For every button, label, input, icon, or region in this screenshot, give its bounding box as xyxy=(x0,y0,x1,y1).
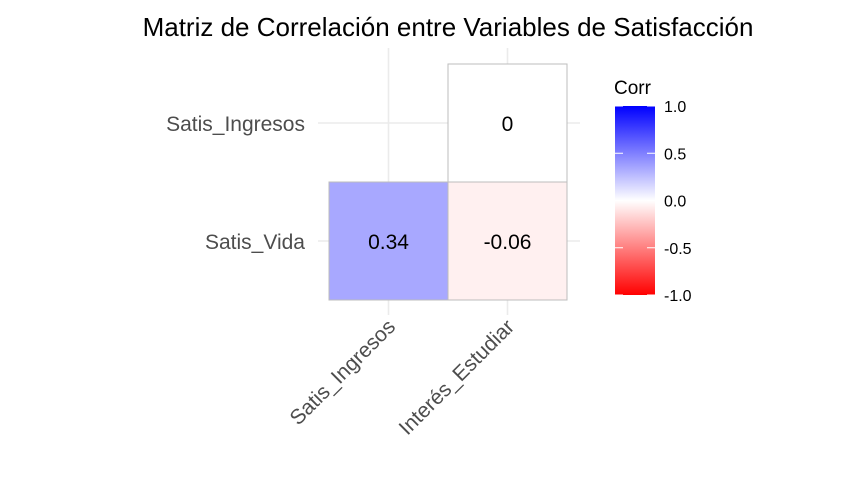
cell-labels: 0.34 -0.06 0 xyxy=(368,113,531,254)
chart-title: Matriz de Correlación entre Variables de… xyxy=(143,12,754,42)
x-tick-label-satis-ingresos: Satis_Ingresos xyxy=(286,315,400,429)
cell-value-label-interes-estudiar-satis-vida: -0.06 xyxy=(484,231,532,254)
heatmap-cell-interes-estudiar-satis-ingresos xyxy=(447,63,568,183)
cell-value-label-interes-estudiar-satis-ingresos: 0 xyxy=(502,113,514,136)
legend-tick-label: 0.5 xyxy=(664,146,686,163)
cell-value-label-satis-ingresos-satis-vida: 0.34 xyxy=(368,231,409,254)
legend-tick-label: -0.5 xyxy=(664,241,692,258)
legend-title: Corr xyxy=(614,78,652,99)
x-tick-label-interes-estudiar: Interés_Estudiar xyxy=(395,315,519,439)
color-legend: Corr 1.0 0.5 0.0 -0.5 -1.0 xyxy=(614,78,692,305)
legend-ticks: 1.0 0.5 0.0 -0.5 -1.0 xyxy=(615,99,692,305)
heatmap-cells xyxy=(328,63,568,301)
legend-tick-label: 1.0 xyxy=(664,99,686,116)
legend-tick-label: -1.0 xyxy=(664,288,692,305)
y-tick-label-satis-vida: Satis_Vida xyxy=(205,231,305,254)
y-tick-label-satis-ingresos: Satis_Ingresos xyxy=(166,113,305,136)
heatmap-cell-interes-estudiar-satis-vida xyxy=(447,181,568,301)
legend-tick-label: 0.0 xyxy=(664,194,686,211)
heatmap-cell-satis-ingresos-satis-vida xyxy=(328,181,449,301)
y-axis: Satis_Vida Satis_Ingresos xyxy=(166,113,305,254)
